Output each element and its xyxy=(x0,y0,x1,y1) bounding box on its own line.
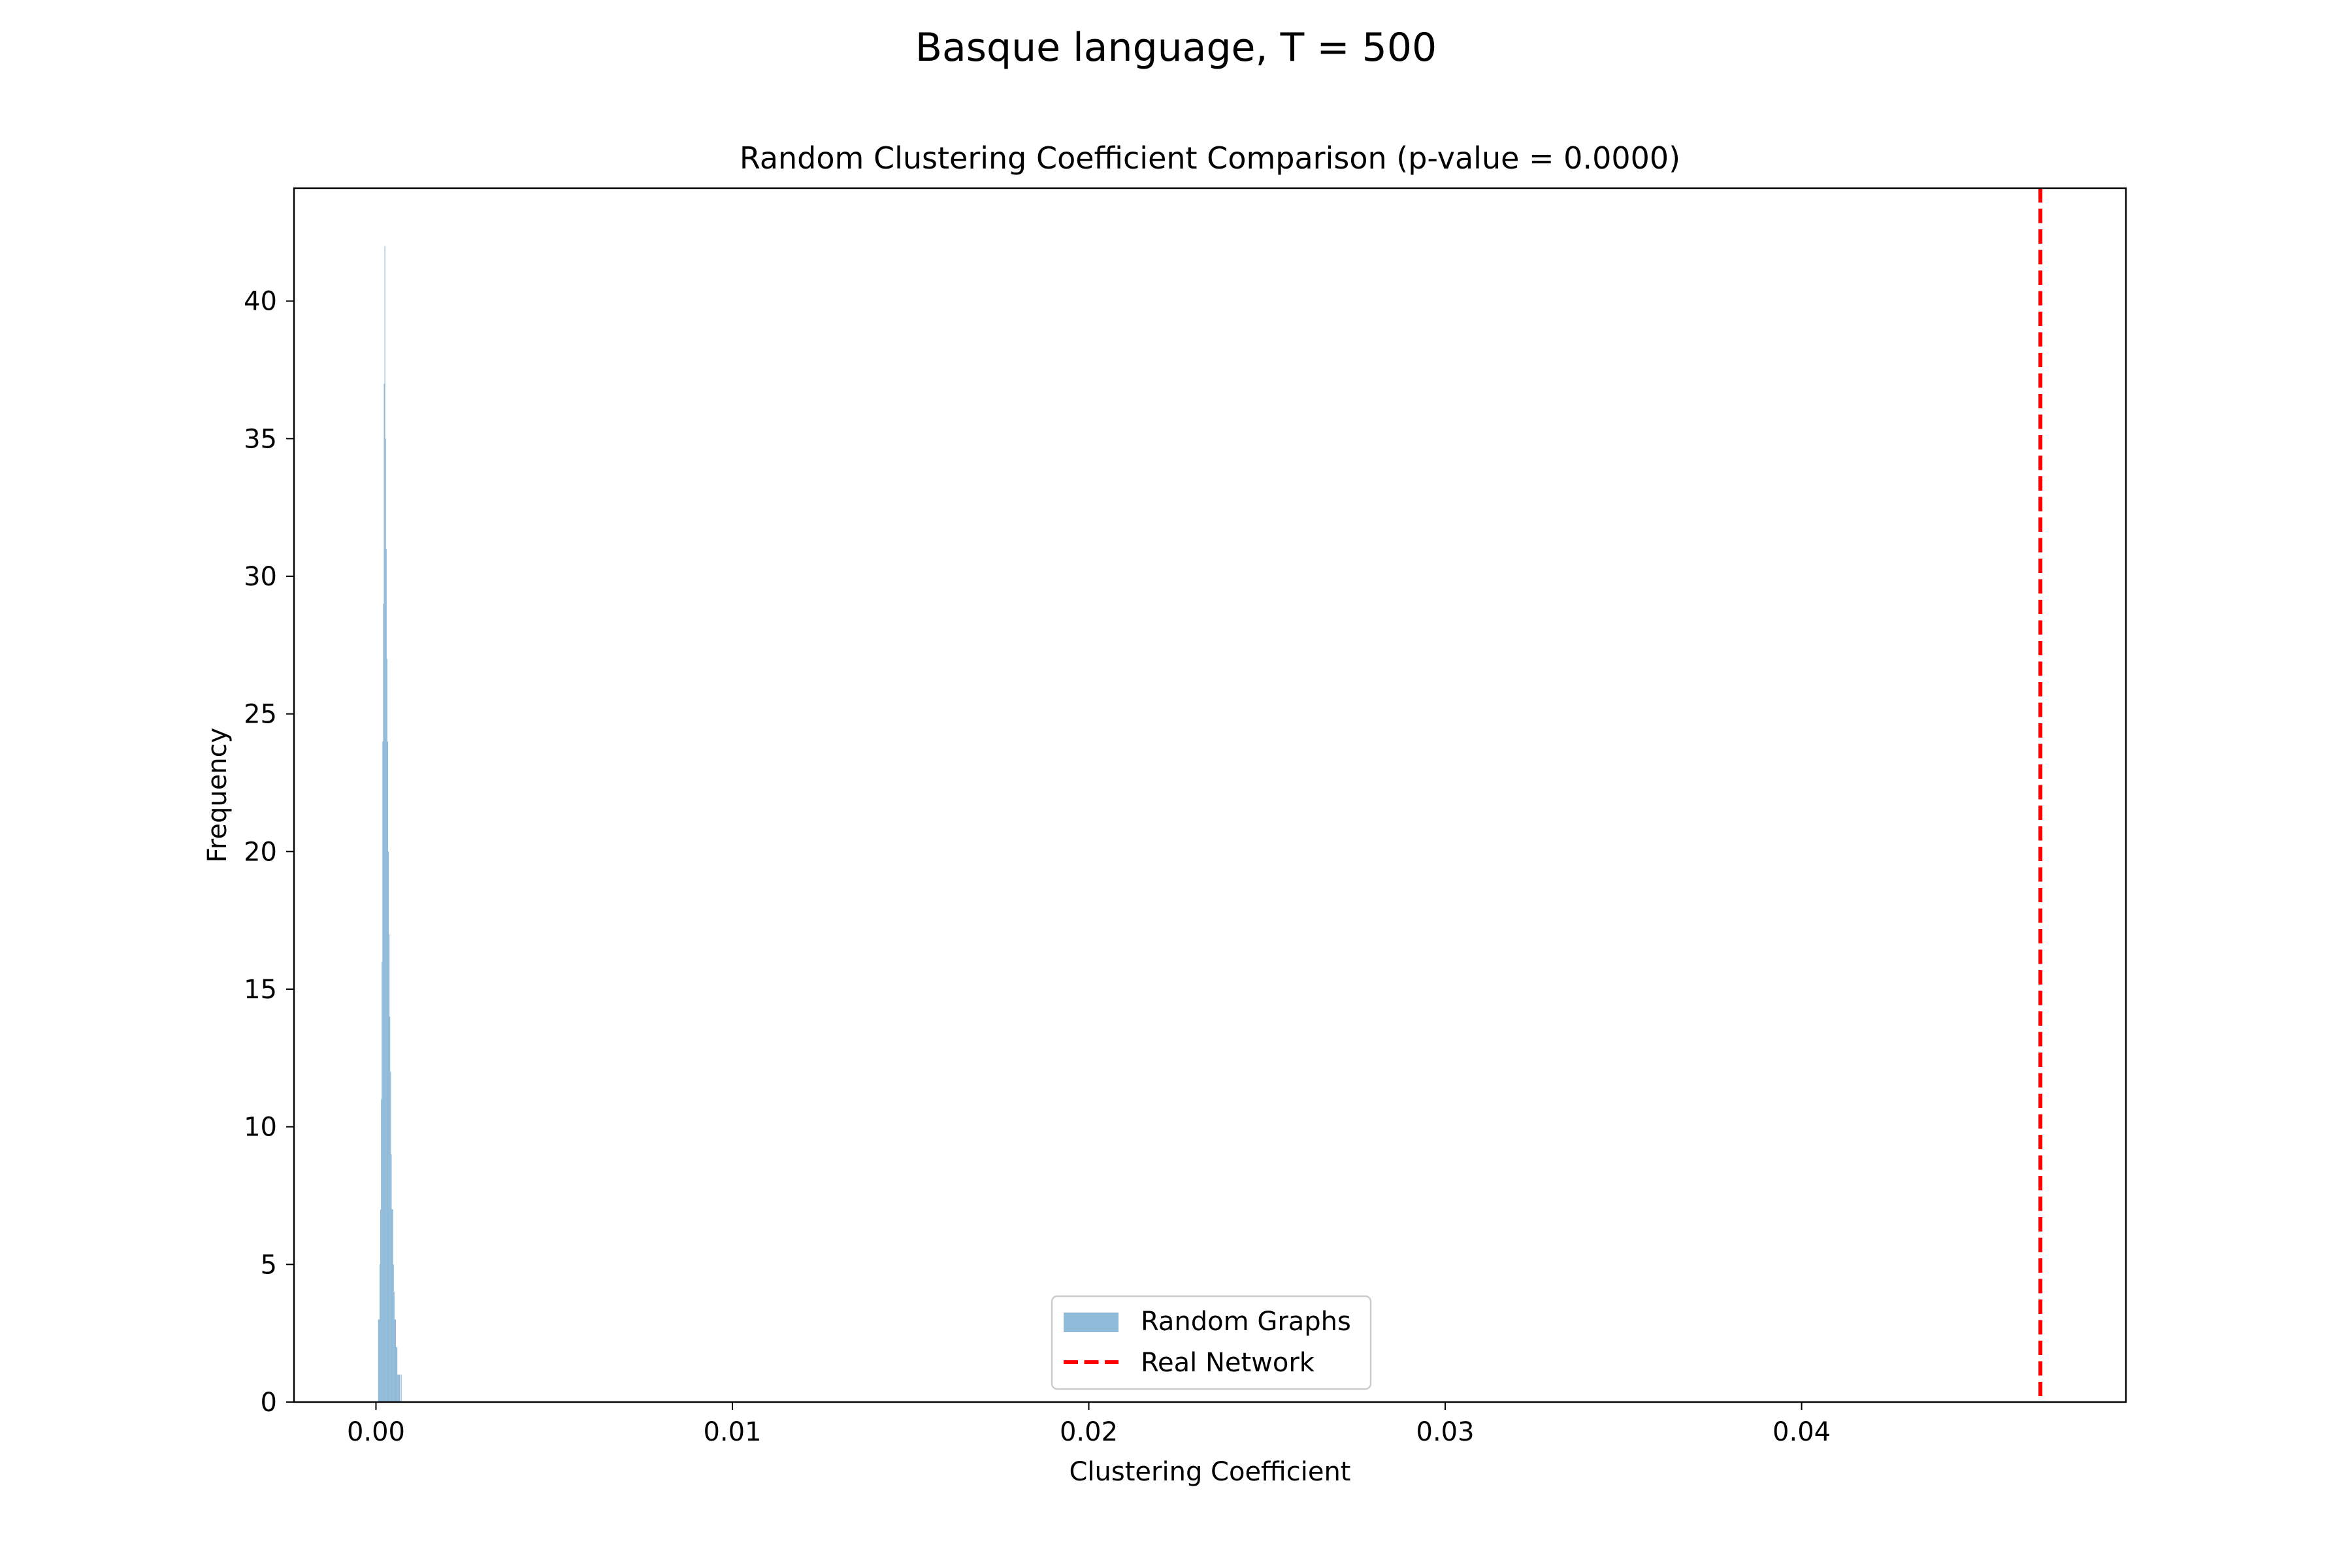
histogram-bar xyxy=(397,1374,399,1402)
y-tick-label: 25 xyxy=(244,700,277,730)
legend-box xyxy=(1051,1295,1372,1390)
histogram-bar xyxy=(399,1374,400,1402)
x-tick-label: 0.04 xyxy=(1772,1417,1831,1447)
histogram-bar xyxy=(385,548,387,1402)
histogram-bar xyxy=(378,1319,379,1402)
histogram-bar xyxy=(381,1099,382,1402)
y-tick-label: 30 xyxy=(244,562,277,592)
histogram-bar xyxy=(382,741,384,1402)
histogram-bar xyxy=(400,1374,402,1402)
legend-label-random-graphs: Random Graphs xyxy=(1141,1307,1351,1337)
histogram-bar xyxy=(383,604,384,1402)
x-axis-ticks: 0.00 0.01 0.02 0.03 0.04 xyxy=(347,1402,1831,1447)
histogram-bar xyxy=(385,438,386,1402)
histogram-bar xyxy=(388,851,389,1402)
histogram-bar xyxy=(380,1209,382,1402)
y-tick-label: 35 xyxy=(244,424,277,454)
x-tick-label: 0.02 xyxy=(1060,1417,1118,1447)
y-tick-label: 40 xyxy=(244,287,277,317)
histogram-bar xyxy=(390,1071,391,1402)
x-tick-label: 0.01 xyxy=(703,1417,761,1447)
y-axis-label: Frequency xyxy=(203,728,233,863)
axes-frame xyxy=(293,187,2127,1403)
y-tick-label: 10 xyxy=(244,1113,277,1143)
histogram-bar xyxy=(398,1374,399,1402)
x-tick-label: 0.03 xyxy=(1416,1417,1475,1447)
figure-suptitle: Basque language, T = 500 xyxy=(915,25,1437,71)
histogram-bar xyxy=(393,1264,394,1402)
y-tick-label: 20 xyxy=(244,837,277,867)
histogram-bar xyxy=(396,1347,397,1402)
x-axis-label: Clustering Coefficient xyxy=(1070,1457,1351,1487)
histogram-bar xyxy=(393,1292,395,1402)
chart-title: Random Clustering Coefficient Comparison… xyxy=(740,140,1680,176)
y-axis-ticks: 0 5 10 15 20 25 30 35 40 xyxy=(244,287,294,1418)
y-tick-label: 15 xyxy=(244,975,277,1005)
x-tick-label: 0.00 xyxy=(347,1417,405,1447)
legend-label-real-network: Real Network xyxy=(1141,1348,1315,1378)
histogram-bars xyxy=(378,246,402,1402)
histogram-bar xyxy=(387,741,389,1402)
histogram-bar xyxy=(395,1319,397,1402)
histogram-bar xyxy=(378,1319,380,1402)
histogram-bar xyxy=(391,1209,393,1402)
legend-swatch-random-graphs xyxy=(1064,1313,1119,1332)
y-tick-label: 0 xyxy=(261,1388,277,1418)
histogram-bar xyxy=(389,1017,391,1402)
legend: Random Graphs Real Network xyxy=(1051,1295,1372,1390)
y-tick-label: 5 xyxy=(261,1250,277,1280)
